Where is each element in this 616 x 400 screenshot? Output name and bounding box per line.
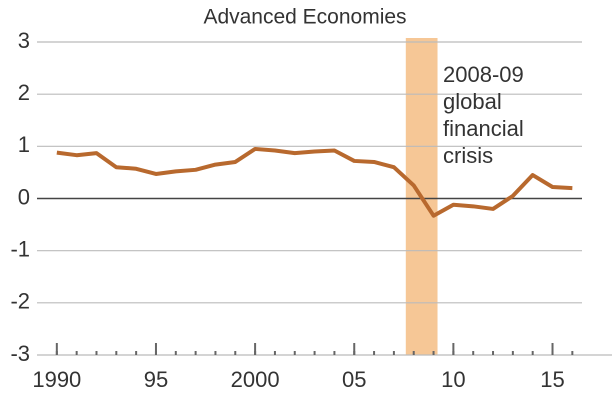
y-tick-label: 0 (18, 184, 30, 209)
y-tick-label: -1 (10, 236, 30, 261)
y-tick-label: -2 (10, 289, 30, 314)
x-tick-label: 10 (441, 367, 465, 392)
x-tick-label: 2000 (231, 367, 280, 392)
x-tick-label: 95 (144, 367, 168, 392)
data-line (56, 146, 573, 218)
annotation: global (443, 89, 502, 114)
x-tick-label: 05 (342, 367, 366, 392)
y-tick-label: 2 (18, 80, 30, 105)
annotation: crisis (443, 143, 493, 168)
y-tick-label: 3 (18, 28, 30, 53)
y-tick-label: -3 (10, 341, 30, 366)
y-tick-label: 1 (18, 132, 30, 157)
x-tick-label: 15 (540, 367, 564, 392)
annotation: 2008-09 (443, 62, 524, 87)
x-tick-label: 1990 (32, 367, 81, 392)
annotation: financial (443, 116, 524, 141)
chart-title: Advanced Economies (203, 6, 406, 29)
